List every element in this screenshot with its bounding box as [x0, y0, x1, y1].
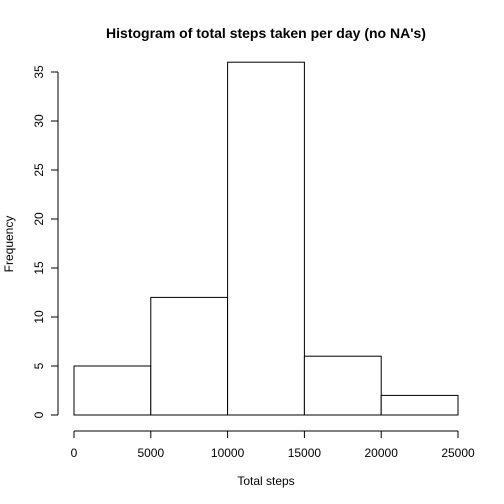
y-tick-label: 10	[32, 310, 46, 324]
x-tick-label: 10000	[211, 446, 245, 460]
x-axis: 0 5000 10000 15000 20000 25000	[71, 430, 475, 460]
histogram-bar-0	[73, 365, 152, 416]
y-tick-label: 15	[32, 261, 46, 275]
y-tick-label: 0	[32, 411, 46, 418]
y-axis: 0 5 10 15 20 25 30 35	[32, 65, 59, 418]
y-tick-label: 35	[32, 65, 46, 79]
histogram-bar-3	[303, 355, 382, 416]
y-tick-label: 30	[32, 114, 46, 128]
x-tick-label: 5000	[137, 446, 164, 460]
y-axis-label: Frequency	[2, 216, 16, 273]
histogram-bar-2	[227, 61, 305, 416]
histogram-bar-1	[150, 296, 229, 416]
x-tick-label: 25000	[441, 446, 475, 460]
x-tick-label: 15000	[288, 446, 322, 460]
x-tick-label: 0	[71, 446, 78, 460]
y-tick-label: 20	[32, 212, 46, 226]
y-tick-label: 25	[32, 163, 46, 177]
x-tick-label: 20000	[365, 446, 399, 460]
x-axis-label: Total steps	[237, 474, 294, 488]
bars-group	[73, 61, 459, 416]
y-tick-label: 5	[32, 362, 46, 369]
histogram-bar-4	[380, 394, 459, 416]
chart-title: Histogram of total steps taken per day (…	[106, 25, 426, 41]
